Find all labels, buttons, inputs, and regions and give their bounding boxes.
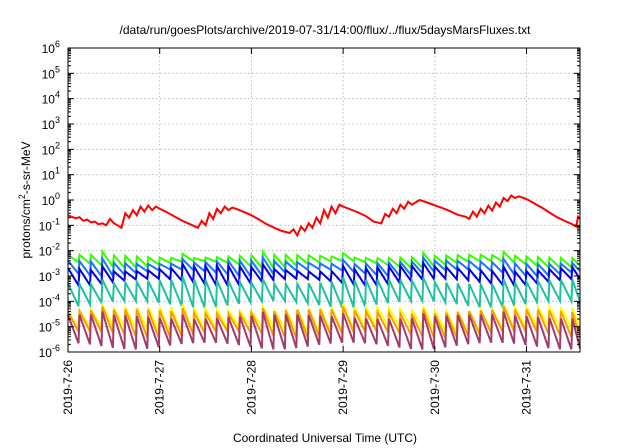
- y-tick-label: 10-5: [39, 318, 60, 335]
- series-line-8: [67, 311, 581, 350]
- y-tick-label: 10-1: [39, 216, 60, 233]
- x-tick-label: 2019-7-30: [428, 360, 442, 415]
- y-axis-ticks: 10-6 10-5 10-4 10-3 10-2 10-1 100 101 102 103 104 1…: [39, 39, 580, 360]
- series-line-2: [67, 248, 581, 271]
- y-tick-label: 10-4: [39, 292, 60, 309]
- y-tick-label: 105: [42, 64, 60, 81]
- y-tick-label: 102: [42, 140, 60, 157]
- y-tick-label: 106: [42, 39, 60, 56]
- y-tick-label: 103: [42, 115, 60, 132]
- y-tick-label: 101: [42, 166, 60, 183]
- series-line-7: [67, 305, 581, 339]
- x-tick-label: 2019-7-26: [61, 360, 75, 415]
- x-tick-label: 2019-7-27: [153, 360, 167, 415]
- y-tick-label: 100: [42, 191, 60, 208]
- series-line-5: [67, 276, 581, 309]
- y-tick-label: 104: [42, 90, 60, 107]
- y-tick-label: 10-6: [39, 343, 60, 360]
- y-tick-label: 10-2: [39, 242, 60, 259]
- x-tick-label: 2019-7-28: [244, 360, 258, 415]
- series-line-3: [67, 254, 581, 280]
- series-line-4: [67, 259, 581, 290]
- chart-title: /data/run/goesPlots/archive/2019-07-31/1…: [120, 23, 532, 37]
- x-axis-ticks: 2019-7-26 2019-7-27 2019-7-28 2019-7-29 2019…: [61, 48, 534, 415]
- x-tick-label: 2019-7-31: [520, 360, 534, 415]
- series-lines: [67, 194, 581, 350]
- x-tick-label: 2019-7-29: [336, 360, 350, 415]
- series-line-1: [67, 194, 581, 238]
- y-axis-title: protons/cm2-s-sr-MeV: [17, 141, 33, 258]
- x-axis-title: Coordinated Universal Time (UTC): [233, 431, 417, 445]
- y-tick-label: 10-3: [39, 267, 60, 284]
